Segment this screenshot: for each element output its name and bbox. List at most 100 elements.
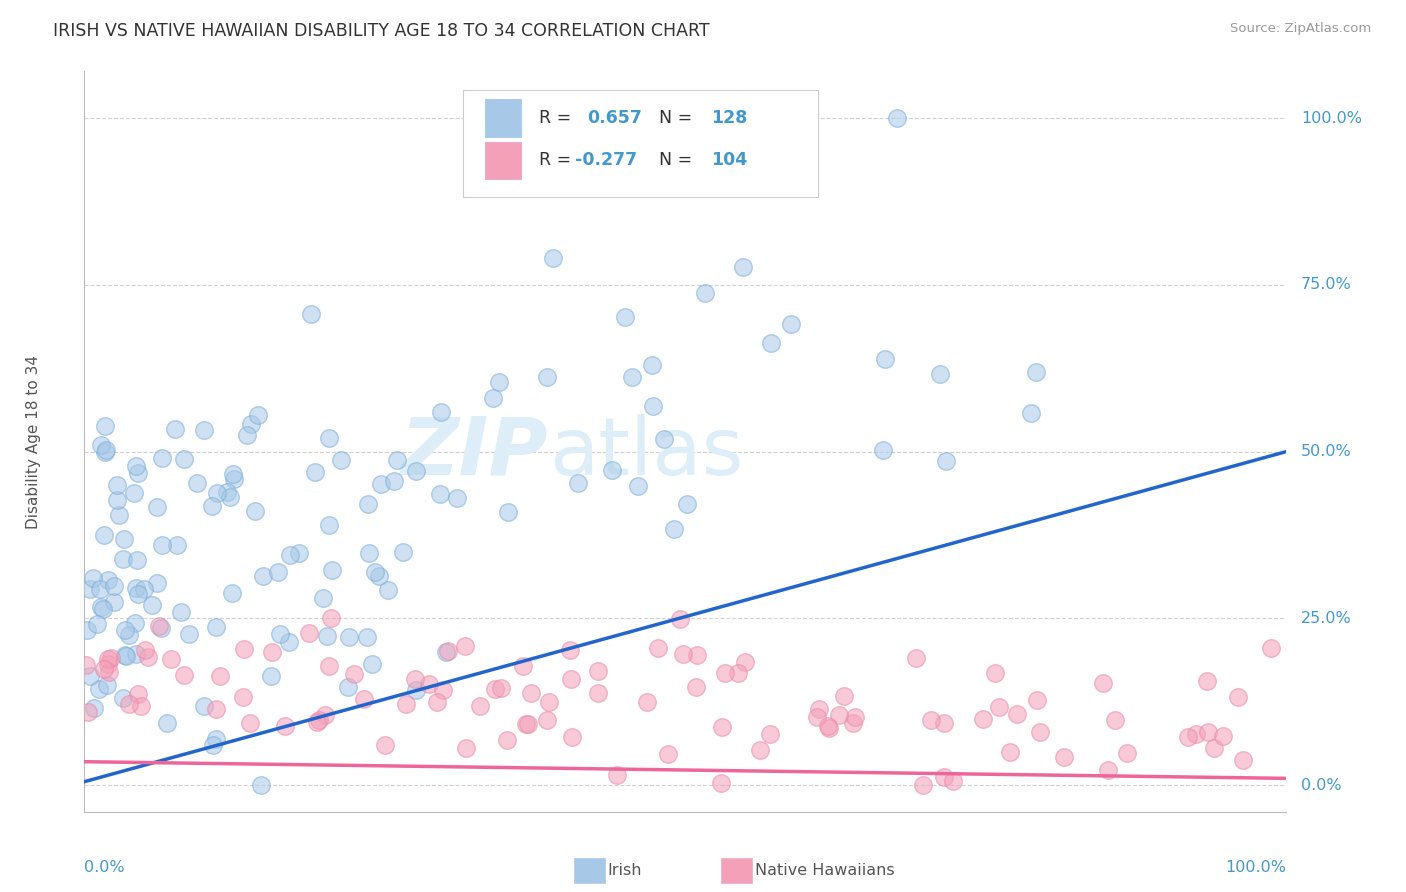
Point [832, 690, 855, 704]
Point [560, 730, 582, 744]
Point [105, 478, 128, 492]
Point [710, 720, 733, 734]
Point [260, 669, 283, 683]
Point [127, 687, 149, 701]
Point [1177, 730, 1199, 744]
Point [1212, 729, 1234, 743]
Point [89, 599, 111, 614]
Point [1116, 747, 1139, 761]
Point [277, 635, 299, 649]
Point [215, 484, 238, 499]
Point [434, 645, 457, 659]
Point [905, 651, 928, 665]
Point [1227, 690, 1250, 705]
Text: 0.657: 0.657 [586, 109, 641, 127]
Point [1232, 753, 1254, 767]
Point [686, 648, 709, 662]
Point [96, 442, 118, 457]
Text: N =: N = [659, 152, 697, 169]
Point [1025, 366, 1047, 380]
Point [321, 563, 343, 577]
Point [112, 532, 135, 546]
Point [221, 586, 243, 600]
Point [405, 464, 427, 478]
Text: Irish: Irish [607, 863, 643, 878]
Point [103, 595, 125, 609]
Point [148, 619, 170, 633]
Point [586, 664, 609, 678]
Point [972, 712, 994, 726]
Point [239, 417, 262, 432]
Point [93, 528, 115, 542]
Point [150, 450, 173, 465]
Point [87, 681, 110, 696]
Bar [485, 142, 520, 178]
Point [124, 647, 146, 661]
Point [91, 602, 114, 616]
Point [357, 497, 380, 511]
Point [1184, 727, 1206, 741]
Point [318, 431, 340, 445]
Point [468, 699, 491, 714]
Point [76, 623, 98, 637]
Point [98, 665, 121, 679]
Point [426, 695, 449, 709]
Point [308, 713, 330, 727]
Point [886, 111, 908, 125]
Point [318, 518, 340, 533]
Point [808, 702, 831, 716]
Text: Disability Age 18 to 34: Disability Age 18 to 34 [27, 354, 41, 529]
Point [600, 463, 623, 477]
Point [875, 352, 897, 367]
Point [657, 747, 679, 762]
Point [173, 667, 195, 681]
Point [454, 741, 477, 756]
Point [641, 399, 664, 413]
Point [250, 778, 273, 792]
Point [118, 697, 141, 711]
Point [127, 466, 149, 480]
Point [360, 657, 382, 672]
Point [298, 626, 321, 640]
Point [844, 710, 866, 724]
Point [260, 645, 283, 659]
Point [672, 647, 695, 661]
Point [337, 631, 360, 645]
Point [998, 745, 1021, 759]
Point [488, 376, 510, 390]
Point [935, 453, 957, 467]
Point [75, 657, 97, 672]
Point [928, 367, 950, 381]
Point [429, 486, 451, 500]
Point [156, 716, 179, 731]
Point [647, 641, 669, 656]
Point [842, 715, 865, 730]
Point [714, 666, 737, 681]
Text: R =: R = [538, 152, 576, 169]
Point [79, 582, 101, 597]
Point [920, 713, 942, 727]
Point [1195, 673, 1218, 688]
Point [141, 598, 163, 612]
Point [97, 651, 120, 665]
Point [353, 691, 375, 706]
Point [337, 680, 360, 694]
Point [1053, 749, 1076, 764]
Point [224, 472, 246, 486]
Point [93, 662, 115, 676]
Point [222, 467, 245, 481]
Point [204, 731, 226, 746]
Point [1092, 676, 1115, 690]
Point [586, 685, 609, 699]
Point [1197, 725, 1219, 739]
Point [827, 707, 849, 722]
Point [136, 649, 159, 664]
Point [134, 643, 156, 657]
Point [193, 423, 215, 437]
Point [150, 538, 173, 552]
Point [932, 771, 955, 785]
Text: Source: ZipAtlas.com: Source: ZipAtlas.com [1230, 22, 1371, 36]
Text: Native Hawaiians: Native Hawaiians [755, 863, 894, 878]
Point [374, 739, 396, 753]
Point [124, 615, 146, 630]
